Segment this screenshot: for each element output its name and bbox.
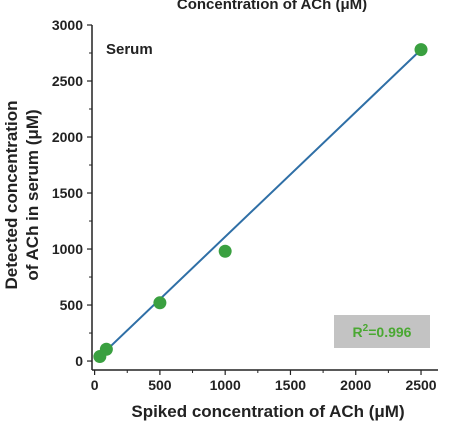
r-squared-superscript: 2 (363, 323, 369, 334)
r-squared-background (334, 315, 430, 348)
x-axis-title: Spiked concentration of ACh (μM) (131, 402, 404, 421)
x-tick-label: 500 (148, 377, 172, 393)
r-squared-annotation: R2=0.996 (334, 315, 430, 348)
x-tick-label: 2500 (405, 377, 436, 393)
chart-top-title: Concentration of ACh (μM) (177, 0, 367, 13)
x-tick-label: 1000 (210, 377, 241, 393)
r-squared-value: =0.996 (368, 324, 411, 340)
y-tick-label: 2000 (52, 129, 83, 145)
fit-line (99, 48, 422, 358)
r-squared-text: R2=0.996 (353, 323, 412, 340)
x-tick-label: 2000 (340, 377, 371, 393)
data-point (218, 244, 232, 258)
y-tick-label: 2500 (52, 73, 83, 89)
y-tick-label: 1500 (52, 185, 83, 201)
y-axis-ticks: 0 500 1000 1500 2000 2500 3000 (52, 17, 92, 369)
x-tick-label: 1500 (275, 377, 306, 393)
axes (91, 25, 438, 371)
x-tick-label: 0 (91, 377, 99, 393)
y-tick-label: 1000 (52, 241, 83, 257)
y-tick-label: 0 (75, 353, 83, 369)
data-points (93, 43, 428, 364)
panel-label: Serum (106, 41, 153, 58)
y-axis-title-line2: of ACh in serum (μM) (23, 109, 42, 280)
y-tick-label: 500 (60, 297, 84, 313)
y-tick-label: 3000 (52, 17, 83, 33)
y-axis-title-line1: Detected concentration (2, 101, 21, 290)
data-point (153, 296, 167, 310)
r-squared-prefix: R (353, 324, 363, 340)
data-point (414, 43, 428, 57)
data-point (99, 342, 113, 356)
x-axis-ticks: 0 500 1000 1500 2000 2500 (91, 370, 437, 393)
